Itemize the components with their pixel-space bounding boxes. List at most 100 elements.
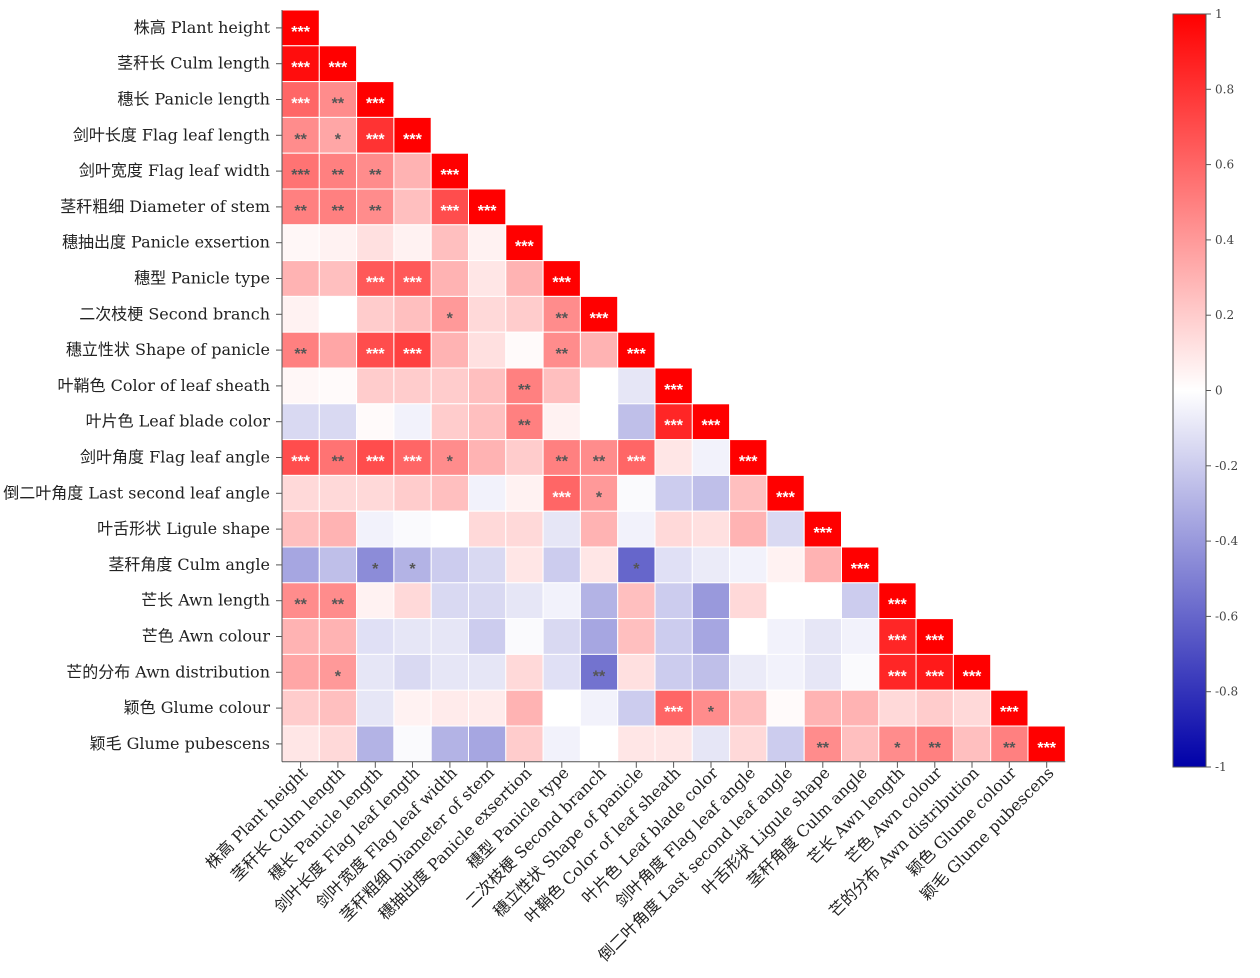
heatmap-cell — [281, 689, 320, 727]
heatmap-cell — [766, 474, 805, 512]
heatmap-cell — [542, 474, 581, 512]
heatmap-cell — [505, 295, 544, 333]
heatmap-cell — [579, 403, 619, 441]
heatmap-cell — [579, 510, 619, 548]
significance-mark: * — [708, 704, 715, 721]
heatmap-cell — [468, 474, 507, 512]
heatmap-cell — [393, 582, 432, 620]
heatmap-cell — [356, 474, 395, 512]
row-label: 芒色 Awn colour — [142, 627, 271, 646]
heatmap-cell — [729, 546, 768, 584]
heatmap-cell — [281, 331, 320, 369]
heatmap-cell — [468, 439, 507, 476]
heatmap-cell — [766, 689, 805, 727]
heatmap-cell — [691, 653, 731, 691]
heatmap-cell — [579, 546, 619, 584]
significance-mark: *** — [925, 633, 944, 650]
heatmap-cell — [393, 367, 432, 405]
heatmap-cell — [393, 331, 432, 369]
heatmap-cell — [542, 618, 581, 655]
row-label: 剑叶角度 Flag leaf angle — [80, 448, 270, 467]
heatmap-cell — [617, 582, 656, 620]
heatmap-cell — [356, 260, 395, 297]
heatmap-cell — [356, 188, 395, 226]
heatmap-cell — [1027, 725, 1066, 763]
heatmap-cell — [654, 653, 693, 691]
row-label: 穗抽出度 Panicle exsertion — [62, 233, 270, 252]
heatmap-cell — [318, 260, 358, 297]
heatmap-cell — [393, 152, 432, 190]
heatmap-cell — [915, 618, 954, 655]
heatmap-cell — [505, 546, 544, 584]
heatmap-cell — [356, 689, 395, 727]
heatmap-cell — [468, 331, 507, 369]
heatmap-cell — [430, 260, 470, 297]
heatmap-cell — [393, 224, 432, 262]
row-label: 颖毛 Glume pubescens — [90, 734, 270, 753]
significance-mark: ** — [593, 454, 606, 471]
heatmap-cell — [803, 618, 843, 655]
heatmap-cell — [691, 618, 731, 655]
heatmap-cell — [766, 582, 805, 620]
significance-mark: *** — [627, 454, 646, 471]
heatmap-cell — [542, 367, 581, 405]
heatmap-cell — [468, 689, 507, 727]
heatmap-cell — [505, 260, 544, 297]
heatmap-cell — [542, 546, 581, 584]
heatmap-cell — [617, 403, 656, 441]
significance-mark: *** — [664, 704, 683, 721]
significance-mark: *** — [963, 668, 982, 685]
heatmap-cell — [393, 474, 432, 512]
significance-mark: *** — [366, 275, 385, 292]
heatmap-cell — [430, 188, 470, 226]
heatmap-cell — [318, 689, 358, 727]
significance-mark: *** — [776, 489, 795, 506]
heatmap-cell — [729, 653, 768, 691]
heatmap-cell — [430, 403, 470, 441]
heatmap-cell — [915, 689, 954, 727]
heatmap-cell — [617, 474, 656, 512]
significance-mark: ** — [294, 597, 307, 614]
heatmap-cell — [617, 618, 656, 655]
row-label: 茎秆角度 Culm angle — [108, 555, 270, 574]
heatmap-cell — [579, 618, 619, 655]
heatmap-cell — [468, 295, 507, 333]
heatmap-cell — [393, 295, 432, 333]
heatmap-cell — [281, 45, 320, 83]
significance-mark: * — [894, 740, 901, 757]
heatmap-cell — [281, 439, 320, 476]
heatmap-cell — [617, 367, 656, 405]
heatmap-cell — [281, 224, 320, 262]
significance-mark: * — [447, 310, 454, 327]
significance-mark: ** — [518, 382, 531, 399]
heatmap-cell — [542, 260, 581, 297]
significance-mark: * — [596, 489, 603, 506]
heatmap-cell — [654, 367, 693, 405]
row-label: 叶鞘色 Color of leaf sheath — [58, 376, 270, 395]
heatmap-cell — [579, 331, 619, 369]
heatmap-cell — [318, 618, 358, 655]
heatmap-cell — [654, 725, 693, 763]
heatmap-cell — [841, 725, 880, 763]
heatmap-cell — [542, 582, 581, 620]
row-label: 叶舌形状 Ligule shape — [97, 519, 270, 538]
heatmap-cell — [393, 403, 432, 441]
heatmap-cell — [318, 295, 358, 333]
heatmap-cell — [579, 582, 619, 620]
heatmap-cell — [393, 618, 432, 655]
heatmap-cell — [878, 725, 917, 763]
heatmap-cell — [281, 367, 320, 405]
significance-mark: *** — [739, 454, 758, 471]
significance-mark: *** — [366, 131, 385, 148]
colorbar-tick-label: -1 — [1215, 760, 1227, 774]
heatmap-cell — [691, 403, 731, 441]
heatmap-cell — [281, 546, 320, 584]
row-label: 茎秆长 Culm length — [117, 54, 270, 73]
heatmap-cell — [841, 618, 880, 655]
heatmap-cell — [356, 81, 395, 118]
heatmap-cell — [542, 331, 581, 369]
heatmap-cell — [468, 582, 507, 620]
heatmap-cell — [878, 689, 917, 727]
heatmap-cell — [803, 546, 843, 584]
